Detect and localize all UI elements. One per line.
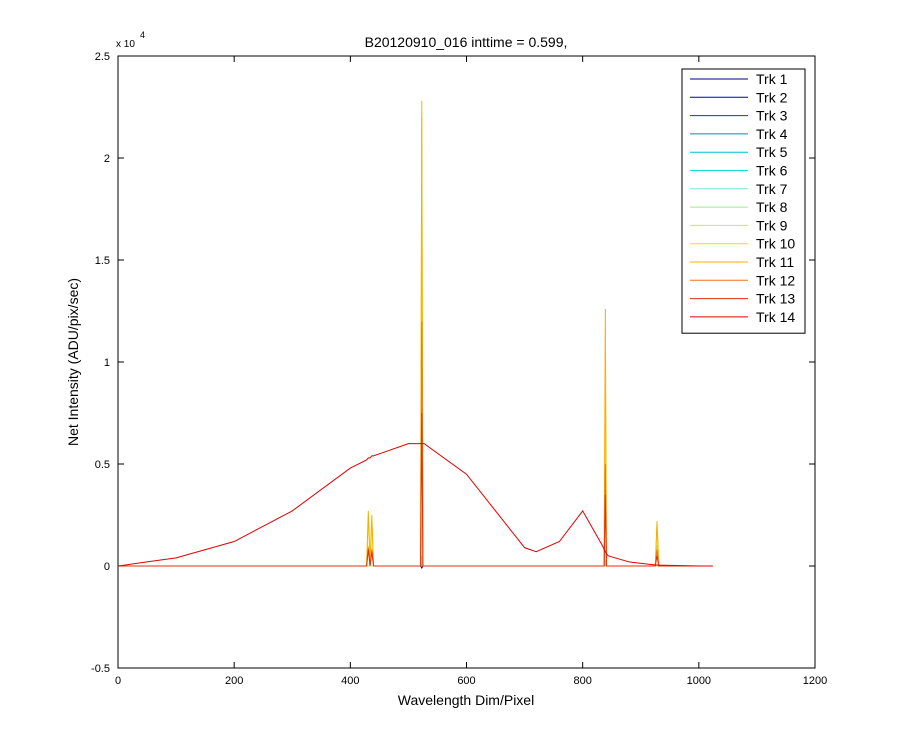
legend-box [681, 68, 806, 334]
y-tick-label: 1 [104, 357, 110, 369]
legend-label: Trk 14 [756, 309, 795, 325]
x-tick-label: 600 [457, 675, 475, 687]
y-tick-label: -0.5 [91, 663, 110, 675]
y-tick-label: 0 [104, 561, 110, 573]
legend-label: Trk 10 [756, 236, 795, 252]
y-tick-label: 0.5 [95, 459, 110, 471]
legend-label: Trk 6 [756, 163, 788, 179]
legend-label: Trk 4 [756, 126, 788, 142]
legend-label: Trk 3 [756, 108, 788, 124]
series-line [118, 412, 713, 567]
x-tick-label: 1200 [803, 675, 827, 687]
legend-label: Trk 8 [756, 199, 788, 215]
y-axis-label: Net Intensity (ADU/pix/sec) [65, 278, 81, 446]
y-tick-label: 2 [104, 153, 110, 165]
x-tick-label: 800 [573, 675, 591, 687]
x-tick-label: 200 [225, 675, 243, 687]
legend-label: Trk 11 [756, 254, 794, 270]
legend-label: Trk 9 [756, 217, 788, 233]
y-tick-label: 2.5 [95, 51, 110, 63]
legend-label: Trk 2 [756, 89, 788, 105]
series-line [117, 443, 713, 567]
legend-label: Trk 13 [756, 291, 795, 307]
x-axis-label: Wavelength Dim/Pixel [398, 692, 534, 708]
legend-label: Trk 5 [756, 144, 788, 160]
y-tick-label: 1.5 [95, 255, 110, 267]
x-tick-label: 400 [341, 675, 359, 687]
x-tick-label: 1000 [687, 675, 711, 687]
y-scale-exponent: 4 [140, 30, 145, 40]
x-tick-label: 0 [115, 675, 121, 687]
legend-label: Trk 1 [756, 71, 788, 87]
y-scale-label: x 10 [116, 39, 135, 50]
legend-label: Trk 12 [756, 272, 795, 288]
legend-label: Trk 7 [756, 181, 788, 197]
chart-title: B20120910_016 inttime = 0.599, [365, 34, 568, 50]
